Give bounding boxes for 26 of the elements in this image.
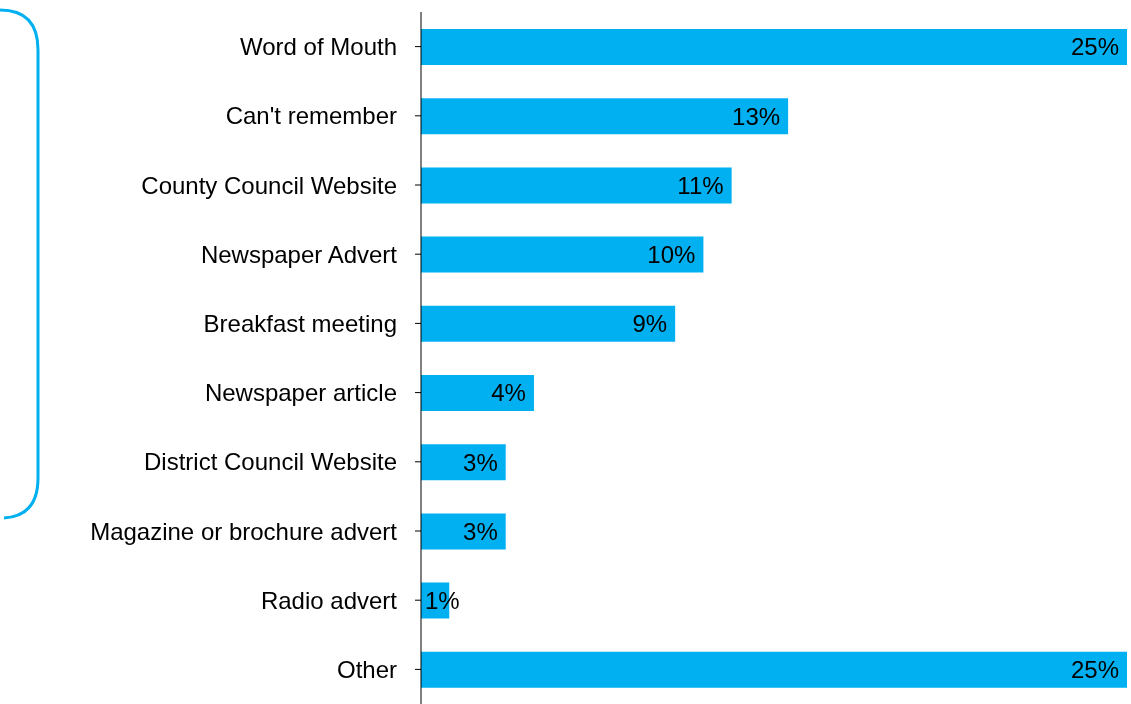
y-tick-label: Can't remember (225, 102, 397, 130)
bar (421, 98, 789, 135)
y-tick-label: Other (336, 655, 397, 683)
bar (421, 236, 704, 273)
y-tick-label: Newspaper Advert (200, 240, 398, 268)
data-label: 4% (491, 379, 526, 407)
y-tick-label: Radio advert (260, 586, 398, 614)
data-label: 3% (463, 448, 498, 476)
y-tick-label: District Council Website (144, 448, 397, 476)
bar (421, 167, 732, 204)
y-tick-label: Word of Mouth (240, 33, 397, 61)
data-label: 3% (463, 517, 498, 545)
bar (421, 375, 534, 411)
y-tick-label: Breakfast meeting (203, 309, 397, 337)
bar (421, 305, 676, 342)
bar (421, 651, 1127, 688)
data-label: 25% (1070, 656, 1119, 684)
y-tick-label: County Council Website (141, 171, 397, 199)
data-label: 25% (1070, 33, 1119, 61)
bar (421, 29, 1127, 65)
data-label: 9% (632, 310, 668, 338)
data-label: 11% (677, 171, 724, 199)
y-tick-label: Magazine or brochure advert (90, 517, 398, 545)
data-label: 13% (732, 102, 781, 130)
data-label: 10% (647, 241, 696, 268)
y-tick-label: Newspaper article (204, 379, 397, 407)
